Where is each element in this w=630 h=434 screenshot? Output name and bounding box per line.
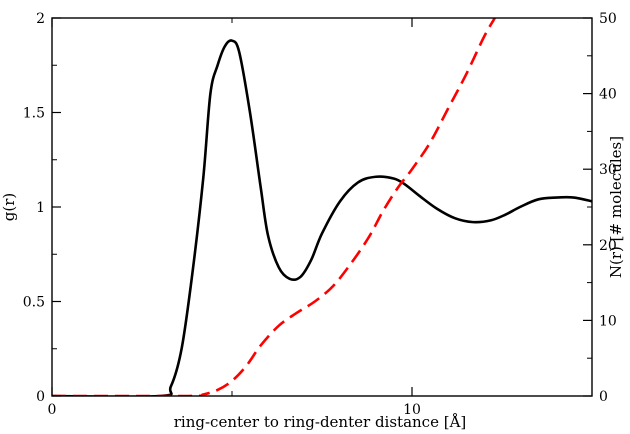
nr-series-line [52,18,496,396]
y-tick-label-left-2: 1 [36,200,45,216]
y-tick-label-right-4: 40 [599,87,617,103]
y-tick-label-right-2: 20 [599,238,617,254]
y-tick-label-right-0: 0 [599,389,608,405]
y-tick-label-right-1: 10 [599,313,617,329]
y-tick-label-left-0: 0 [36,389,45,405]
y-axis-label-right: N(r) [# molecules] [607,136,625,278]
plot-frame [51,17,593,397]
y-tick-label-left-4: 2 [36,11,45,27]
y-tick-label-left-3: 1.5 [23,106,45,122]
x-axis-label: ring-center to ring-denter distance [Å] [174,413,467,431]
plot-area [52,18,592,396]
y-tick-label-right-3: 30 [599,162,617,178]
y-axis-label-left: g(r) [0,193,18,221]
y-tick-label-right-5: 50 [599,11,617,27]
x-tick-label-1: 10 [403,402,421,418]
x-tick-label-0: 0 [48,402,57,418]
y-tick-label-left-1: 0.5 [23,295,45,311]
gr-series-line [52,39,592,396]
